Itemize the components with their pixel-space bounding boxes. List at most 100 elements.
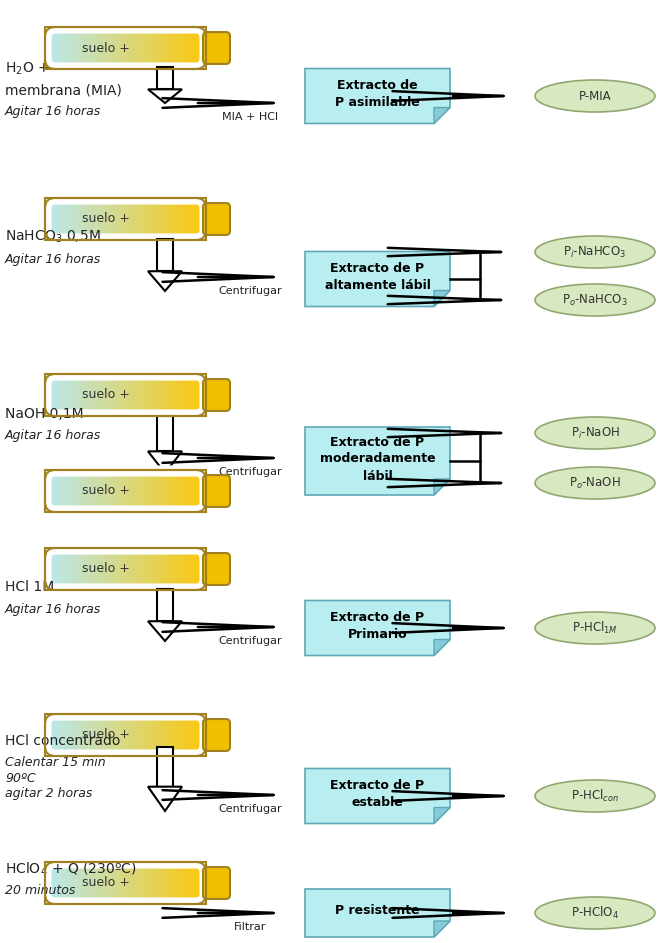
Bar: [53, 864, 58, 902]
FancyBboxPatch shape: [45, 548, 206, 590]
Bar: [57, 475, 62, 507]
Bar: [146, 553, 151, 585]
Bar: [57, 550, 62, 588]
Bar: [186, 719, 191, 751]
Bar: [138, 553, 143, 585]
Bar: [150, 374, 155, 416]
Text: suelo +: suelo +: [82, 212, 130, 225]
Bar: [198, 553, 203, 585]
Bar: [129, 867, 135, 899]
Bar: [174, 29, 179, 67]
Bar: [129, 470, 135, 512]
Bar: [170, 548, 174, 590]
Bar: [69, 550, 74, 588]
Bar: [174, 472, 179, 510]
Bar: [162, 716, 166, 754]
Bar: [105, 716, 111, 754]
Bar: [194, 472, 199, 510]
Bar: [85, 550, 91, 588]
Bar: [174, 864, 179, 902]
Bar: [109, 376, 115, 414]
Bar: [93, 862, 99, 904]
Bar: [109, 27, 115, 69]
Bar: [45, 32, 50, 64]
Bar: [178, 716, 183, 754]
Bar: [125, 472, 131, 510]
Bar: [77, 867, 82, 899]
Bar: [121, 862, 127, 904]
Bar: [166, 550, 170, 588]
Bar: [198, 862, 203, 904]
Bar: [202, 714, 207, 756]
Bar: [198, 472, 203, 510]
Bar: [53, 862, 58, 904]
Bar: [182, 719, 187, 751]
Bar: [89, 862, 95, 904]
Text: P-MIA: P-MIA: [579, 90, 611, 103]
Bar: [49, 27, 54, 69]
Bar: [61, 472, 66, 510]
Bar: [109, 867, 115, 899]
Bar: [142, 32, 147, 64]
Bar: [194, 200, 199, 238]
Bar: [81, 553, 87, 585]
Bar: [85, 27, 91, 69]
Bar: [162, 550, 166, 588]
Bar: [178, 198, 183, 240]
Polygon shape: [148, 90, 182, 103]
Bar: [117, 198, 123, 240]
Bar: [105, 29, 111, 67]
Bar: [81, 374, 87, 416]
Bar: [178, 27, 183, 69]
Bar: [198, 376, 203, 414]
Text: 20 minutos: 20 minutos: [5, 885, 75, 898]
Polygon shape: [434, 921, 450, 937]
Bar: [113, 550, 119, 588]
Bar: [53, 374, 58, 416]
Text: P$_i$-NaHCO$_3$: P$_i$-NaHCO$_3$: [563, 244, 627, 259]
FancyBboxPatch shape: [45, 374, 206, 416]
Bar: [113, 379, 119, 411]
Bar: [170, 862, 174, 904]
Bar: [65, 376, 70, 414]
Bar: [186, 27, 191, 69]
Bar: [81, 472, 87, 510]
Bar: [49, 29, 54, 67]
Bar: [109, 716, 115, 754]
Bar: [162, 864, 166, 902]
Bar: [138, 198, 143, 240]
Bar: [182, 550, 187, 588]
Bar: [69, 29, 74, 67]
Bar: [202, 379, 207, 411]
Bar: [73, 374, 78, 416]
Bar: [53, 32, 58, 64]
Bar: [162, 714, 166, 756]
Bar: [109, 553, 115, 585]
Bar: [182, 27, 187, 69]
Bar: [105, 550, 111, 588]
Bar: [198, 864, 203, 902]
Bar: [182, 374, 187, 416]
Bar: [77, 719, 82, 751]
Bar: [166, 379, 170, 411]
Bar: [174, 475, 179, 507]
Bar: [182, 470, 187, 512]
Bar: [190, 376, 195, 414]
Bar: [186, 548, 191, 590]
Bar: [157, 589, 173, 621]
Bar: [154, 862, 159, 904]
Bar: [178, 550, 183, 588]
Bar: [125, 376, 131, 414]
Bar: [125, 200, 131, 238]
Bar: [178, 203, 183, 235]
Bar: [117, 203, 123, 235]
Bar: [49, 714, 54, 756]
Bar: [190, 862, 195, 904]
Bar: [105, 553, 111, 585]
Bar: [113, 719, 119, 751]
Bar: [142, 548, 147, 590]
Bar: [77, 472, 82, 510]
Bar: [198, 719, 203, 751]
Bar: [57, 864, 62, 902]
Bar: [194, 862, 199, 904]
